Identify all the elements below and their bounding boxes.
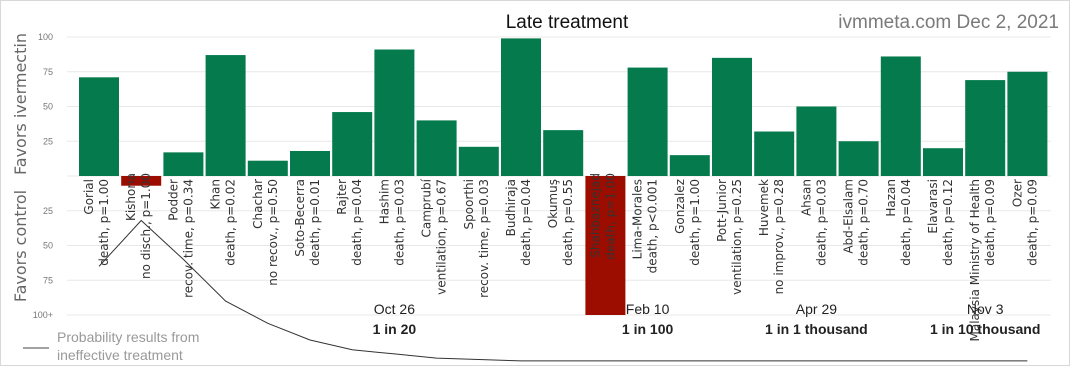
bar-outcome-label: death, p=0.03 xyxy=(392,179,406,266)
bar-outcome-label: no improv., p=0.28 xyxy=(772,179,786,294)
annotation-probability: 1 in 10 thousand xyxy=(930,321,1040,337)
bar-study-label: Abd-Elsalam xyxy=(842,179,856,254)
bar xyxy=(79,77,119,176)
bar-outcome-label: death, p=0.01 xyxy=(308,179,322,266)
bar-outcome-label: death, p=0.02 xyxy=(224,179,238,266)
bar-outcome-label: recov. time, p=0.34 xyxy=(181,179,195,298)
bar-outcome-label: death, p=0.12 xyxy=(941,179,955,266)
bar xyxy=(121,176,162,186)
bar xyxy=(458,146,499,176)
bar xyxy=(501,38,541,176)
bar xyxy=(416,120,457,176)
bar-study-label: Shahbaznejad xyxy=(588,173,602,258)
bar-study-label: Hashim xyxy=(377,179,391,224)
bar-study-label: Chachar xyxy=(251,179,265,229)
bar xyxy=(838,141,879,176)
bar xyxy=(585,176,626,315)
bar-outcome-label: death, p<0.001 xyxy=(646,179,660,273)
bar xyxy=(1007,71,1048,176)
ylabel-bottom: Favors control xyxy=(11,190,30,302)
bar-outcome-label: death, p=0.03 xyxy=(814,179,828,266)
bar xyxy=(669,155,710,176)
bar-outcome-label: death, p=0.04 xyxy=(519,179,533,266)
y-tick-label: 25 xyxy=(43,206,53,216)
probability-curve xyxy=(98,219,1028,362)
bar-study-label: Podder xyxy=(166,179,180,221)
annotation-date: Nov 3 xyxy=(967,301,1004,317)
annotation-date: Oct 26 xyxy=(374,301,415,317)
y-tick-label: 100+ xyxy=(33,310,53,320)
bar-study-label: Ozer xyxy=(1010,179,1024,207)
annotation-probability: 1 in 100 xyxy=(622,321,674,337)
bar-outcome-label: death, p=0.70 xyxy=(857,179,871,266)
bar-outcome-label: ventilation, p=0.67 xyxy=(435,179,449,295)
legend-label-line2: ineffective treatment xyxy=(57,347,183,363)
bar-outcome-label: recov. time, p=0.03 xyxy=(477,179,491,298)
bar xyxy=(923,148,963,176)
bar-study-label: Okumuş xyxy=(546,179,560,228)
bar xyxy=(205,55,246,176)
bar-study-label: Kishoria xyxy=(124,173,138,221)
bar-study-label: Soto-Becerra xyxy=(293,179,307,257)
bar-study-label: Camprubí xyxy=(420,178,434,237)
bar-study-label: Gorial xyxy=(82,179,96,215)
y-tick-label: 50 xyxy=(43,102,53,112)
bar-outcome-label: death, p=1.00 xyxy=(688,179,702,266)
ylabel-top: Favors ivermectin xyxy=(11,33,30,175)
bar-outcome-label: death, p=1.00 xyxy=(603,173,617,260)
bar xyxy=(880,56,921,176)
bar-study-label: Lima-Morales xyxy=(631,179,645,259)
y-tick-label: 75 xyxy=(43,67,53,77)
bar-study-label: Pott-Junior xyxy=(715,179,729,242)
bar-study-label: Khan xyxy=(209,179,223,209)
bar-outcome-label: death, p=0.09 xyxy=(1025,179,1039,266)
bar-outcome-label: death, p=0.04 xyxy=(350,179,364,266)
bar xyxy=(290,150,330,176)
bar xyxy=(796,106,837,176)
source-label: ivmmeta.com Dec 2, 2021 xyxy=(838,12,1059,33)
y-tick-label: 50 xyxy=(43,241,53,251)
bar-outcome-label: death, p=1.00 xyxy=(97,179,111,266)
annotation-probability: 1 in 20 xyxy=(373,321,417,337)
bar xyxy=(627,67,668,176)
y-tick-label: 75 xyxy=(43,275,53,285)
bar xyxy=(163,152,204,176)
bar-study-label: Ahsan xyxy=(799,179,813,216)
bar xyxy=(247,160,288,176)
bar xyxy=(374,49,415,177)
bar-study-label: Rajter xyxy=(335,179,349,215)
annotation-date: Apr 29 xyxy=(796,301,837,317)
bar-study-label: Huvemek xyxy=(757,179,771,236)
bar-study-label: Budhiraja xyxy=(504,179,518,236)
legend-label-line1: Probability results from xyxy=(57,329,199,345)
bar xyxy=(965,80,1006,176)
bar-outcome-label: ventilation, p=0.25 xyxy=(730,179,744,295)
bar-study-label: Malaysia Ministry of Health xyxy=(968,179,982,341)
chart-title: Late treatment xyxy=(506,12,629,33)
bar xyxy=(543,130,584,176)
bar-study-label: Gonzalez xyxy=(673,179,687,234)
bar-study-label: Hazan xyxy=(884,179,898,217)
bar-study-label: Elavarasi xyxy=(926,179,940,234)
bar-outcome-label: death, p=0.04 xyxy=(899,179,913,266)
bar xyxy=(332,112,373,176)
bar-study-label: Spoorthi xyxy=(462,179,476,230)
annotation-date: Feb 10 xyxy=(626,301,670,317)
annotation-probability: 1 in 1 thousand xyxy=(765,321,868,337)
y-tick-label: 25 xyxy=(43,136,53,146)
bar-outcome-label: death, p=0.55 xyxy=(561,179,575,266)
bar-outcome-label: death, p=0.09 xyxy=(983,179,997,266)
bar xyxy=(712,57,752,176)
bar-outcome-label: no disch., p=1.00 xyxy=(139,173,153,279)
bar-outcome-label: no recov., p=0.50 xyxy=(266,179,280,286)
y-tick-label: 100 xyxy=(38,32,53,42)
bar xyxy=(754,131,795,176)
